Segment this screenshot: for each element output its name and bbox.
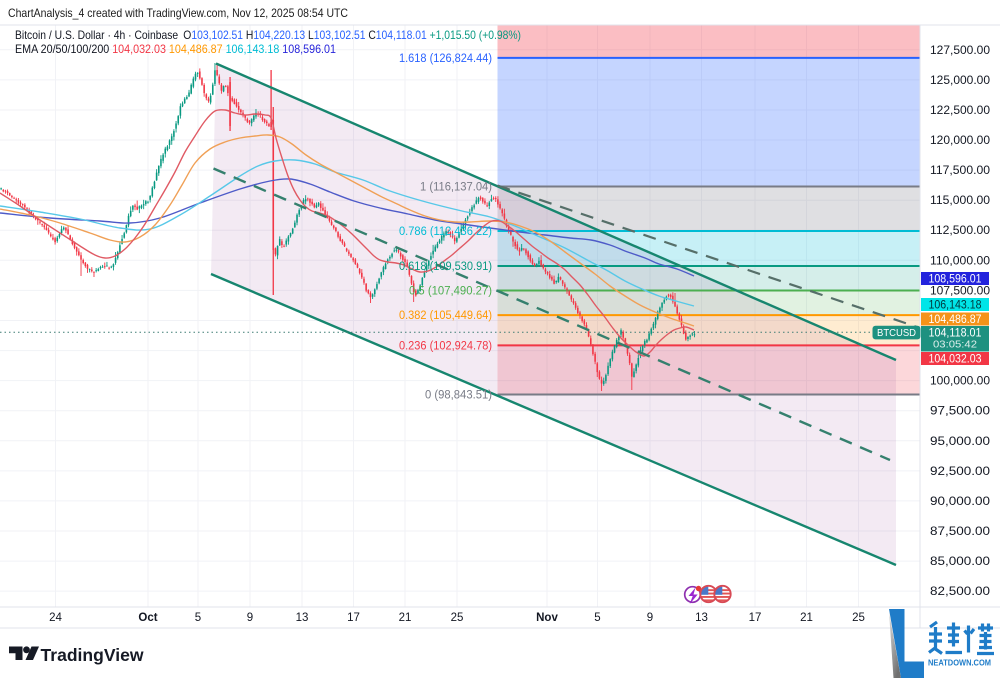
svg-text:82,500.00: 82,500.00	[930, 586, 990, 598]
svg-text:17: 17	[347, 612, 360, 624]
svg-text:112,500.00: 112,500.00	[930, 225, 990, 237]
svg-text:108,596.01: 108,596.01	[929, 274, 982, 286]
svg-text:0.236 (102,924.78): 0.236 (102,924.78)	[399, 340, 492, 352]
svg-text:EMA 20/50/100/200 104,032.03 1: EMA 20/50/100/200 104,032.03 104,486.87 …	[15, 42, 336, 56]
svg-text:100,000.00: 100,000.00	[930, 376, 990, 388]
svg-text:BTCUSD: BTCUSD	[877, 327, 916, 339]
svg-text:95,000.00: 95,000.00	[930, 436, 990, 448]
svg-text:0.382 (105,449.64): 0.382 (105,449.64)	[399, 310, 492, 322]
svg-text:104,032.03: 104,032.03	[929, 354, 982, 366]
svg-text:1.618 (126,824.44): 1.618 (126,824.44)	[399, 53, 492, 65]
svg-text:13: 13	[695, 612, 708, 624]
svg-text:ChartAnalysis_4 created with T: ChartAnalysis_4 created with TradingView…	[8, 6, 348, 20]
svg-text:17: 17	[749, 612, 762, 624]
svg-text:97,500.00: 97,500.00	[930, 406, 990, 418]
svg-text:127,500.00: 127,500.00	[930, 45, 990, 57]
svg-text:5: 5	[594, 612, 600, 624]
svg-text:125,000.00: 125,000.00	[930, 75, 990, 87]
svg-text:90,000.00: 90,000.00	[930, 496, 990, 508]
svg-text:115,000.00: 115,000.00	[930, 195, 990, 207]
svg-text:120,000.00: 120,000.00	[930, 135, 990, 147]
svg-text:NEATDOWN.COM: NEATDOWN.COM	[928, 659, 991, 668]
svg-text:24: 24	[49, 612, 62, 624]
svg-text:Nov: Nov	[536, 612, 558, 624]
svg-text:25: 25	[451, 612, 464, 624]
svg-text:104,486.87: 104,486.87	[929, 314, 982, 326]
svg-text:13: 13	[296, 612, 309, 624]
svg-text:1 (116,137.04): 1 (116,137.04)	[420, 182, 492, 194]
svg-text:106,143.18: 106,143.18	[929, 300, 982, 312]
svg-text:TradingView: TradingView	[41, 645, 144, 665]
svg-text:0.5 (107,490.27): 0.5 (107,490.27)	[409, 286, 492, 298]
svg-text:107,500.00: 107,500.00	[930, 285, 990, 297]
svg-text:5: 5	[195, 612, 201, 624]
svg-text:03:05:42: 03:05:42	[933, 339, 977, 351]
svg-text:122,500.00: 122,500.00	[930, 105, 990, 117]
svg-text:117,500.00: 117,500.00	[930, 165, 990, 177]
svg-text:21: 21	[800, 612, 813, 624]
svg-text:Oct: Oct	[138, 612, 157, 624]
svg-text:110,000.00: 110,000.00	[930, 255, 990, 267]
svg-text:25: 25	[852, 612, 865, 624]
svg-text:0 (98,843.51): 0 (98,843.51)	[425, 390, 492, 402]
svg-text:Bitcoin / U.S. Dollar · 4h · C: Bitcoin / U.S. Dollar · 4h · Coinbase O1…	[15, 28, 521, 42]
svg-text:104,118.01: 104,118.01	[929, 328, 982, 340]
svg-text:21: 21	[399, 612, 412, 624]
svg-text:85,000.00: 85,000.00	[930, 556, 990, 568]
svg-text:9: 9	[647, 612, 653, 624]
svg-text:87,500.00: 87,500.00	[930, 526, 990, 538]
svg-text:92,500.00: 92,500.00	[930, 466, 990, 478]
svg-text:9: 9	[247, 612, 253, 624]
svg-text:0.786 (112,436.22): 0.786 (112,436.22)	[399, 226, 492, 238]
svg-text:0.618 (109,530.91): 0.618 (109,530.91)	[399, 261, 492, 273]
